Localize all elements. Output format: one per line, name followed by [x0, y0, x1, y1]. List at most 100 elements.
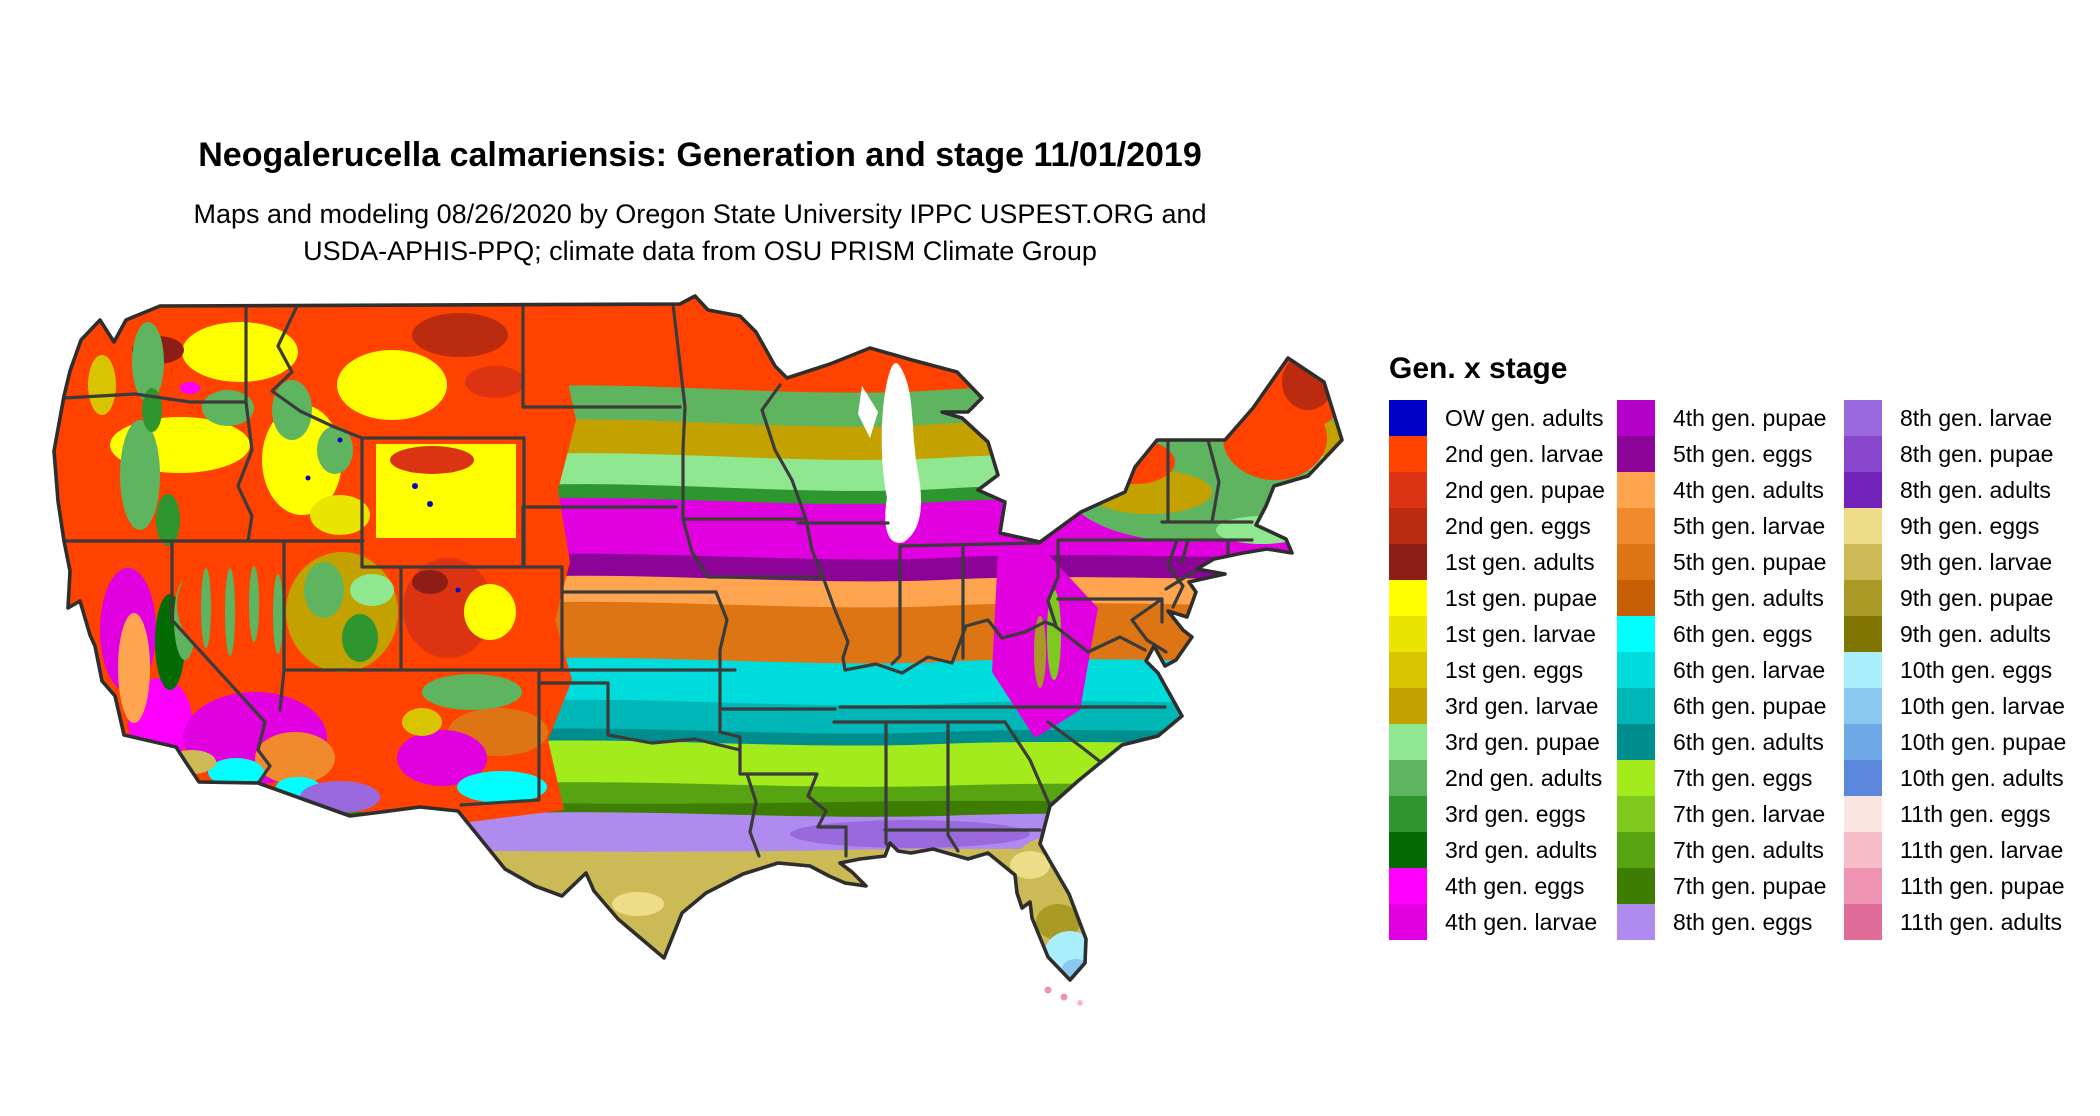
legend-swatch — [1617, 904, 1655, 940]
patch-2nd-adults-nv-range3 — [249, 566, 259, 642]
legend-label: 9th gen. adults — [1900, 620, 2051, 647]
legend-label: 3rd gen. larvae — [1445, 692, 1599, 719]
legend-item: 5th gen. adults — [1617, 580, 1826, 616]
legend-item: 7th gen. pupae — [1617, 868, 1826, 904]
legend-item: 4th gen. eggs — [1389, 868, 1605, 904]
patch-6th-eggs-desert1 — [208, 758, 264, 786]
legend-label: 4th gen. adults — [1673, 476, 1824, 503]
legend-item: 7th gen. larvae — [1617, 796, 1826, 832]
patch-1st-pupae-wa — [182, 322, 298, 382]
patch-2nd-adults-ut — [304, 562, 344, 618]
legend-label: 1st gen. adults — [1445, 548, 1595, 575]
legend-column-3: 8th gen. larvae 8th gen. pupae 8th gen. … — [1844, 400, 2066, 940]
legend-label: 10th gen. pupae — [1900, 728, 2067, 755]
page-title: Neogalerucella calmariensis: Generation … — [198, 136, 1202, 174]
legend-item: 1st gen. eggs — [1389, 652, 1605, 688]
legend-item: 10th gen. eggs — [1844, 652, 2066, 688]
patch-5th-larvae-desert — [255, 732, 335, 784]
legend-label: 7th gen. eggs — [1673, 764, 1813, 791]
patch-3rd-pupae-ut — [350, 574, 394, 606]
legend-swatch — [1844, 544, 1882, 580]
patch-8th-larvae-gulf — [790, 820, 1030, 848]
patch-4th-eggs-wa — [180, 382, 200, 394]
patch-2nd-adults-nv-range1 — [201, 568, 211, 648]
legend-label: 10th gen. larvae — [1900, 692, 2065, 719]
legend-swatch — [1844, 508, 1882, 544]
legend-item: 7th gen. eggs — [1617, 760, 1826, 796]
legend-item: 10th gen. adults — [1844, 760, 2066, 796]
legend-label: 3rd gen. pupae — [1445, 728, 1600, 755]
legend-column-1: OW gen. adults 2nd gen. larvae 2nd gen. … — [1389, 400, 1605, 940]
legend-item: 3rd gen. adults — [1389, 832, 1605, 868]
legend-swatch — [1389, 760, 1427, 796]
legend-label: 4th gen. eggs — [1445, 872, 1585, 899]
legend-item: 9th gen. pupae — [1844, 580, 2066, 616]
subtitle-line-2: USDA-APHIS-PPQ; climate data from OSU PR… — [303, 236, 1097, 266]
patch-1st-pupae-co — [464, 584, 516, 640]
legend-label: 9th gen. larvae — [1900, 548, 2053, 575]
legend-swatch — [1844, 472, 1882, 508]
legend-swatch — [1389, 436, 1427, 472]
legend-swatch — [1617, 436, 1655, 472]
legend-swatch — [1617, 400, 1655, 436]
patch-2nd-adults-nv-range2 — [225, 568, 235, 656]
legend-item: 9th gen. larvae — [1844, 544, 2066, 580]
us-generation-stage-map — [40, 290, 1360, 1016]
patch-2nd-adults-cascades — [132, 322, 164, 402]
patch-9th-eggs-florida — [1010, 851, 1050, 879]
legend-item: 11th gen. larvae — [1844, 832, 2066, 868]
patch-2nd-adults-or-cascades — [120, 420, 160, 530]
patch-2nd-adults-nm — [422, 674, 522, 710]
legend-column-2: 4th gen. pupae 5th gen. eggs 4th gen. ad… — [1617, 400, 1826, 940]
legend-swatch — [1844, 652, 1882, 688]
legend-label: 6th gen. larvae — [1673, 656, 1826, 683]
legend-swatch — [1389, 508, 1427, 544]
legend-item: 10th gen. pupae — [1844, 724, 2066, 760]
legend-item: 8th gen. eggs — [1617, 904, 1826, 940]
legend-item: 5th gen. larvae — [1617, 508, 1826, 544]
legend-swatch — [1389, 544, 1427, 580]
legend-label: 6th gen. adults — [1673, 728, 1824, 755]
legend-columns: OW gen. adults 2nd gen. larvae 2nd gen. … — [1389, 400, 2069, 945]
legend-label: 6th gen. eggs — [1673, 620, 1813, 647]
legend-label: 3rd gen. adults — [1445, 836, 1598, 863]
map-fill-layers — [54, 296, 1342, 980]
legend-swatch — [1389, 472, 1427, 508]
us-outline — [52, 294, 1344, 982]
legend-label: 2nd gen. eggs — [1445, 512, 1591, 539]
legend-item: 1st gen. larvae — [1389, 616, 1605, 652]
legend-item: 11th gen. eggs — [1844, 796, 2066, 832]
legend-label: 3rd gen. eggs — [1445, 800, 1586, 827]
patch-ow-adults-dot1 — [412, 483, 418, 489]
patch-2nd-eggs-mt — [412, 313, 508, 357]
legend-swatch — [1389, 832, 1427, 868]
legend-item: 6th gen. adults — [1617, 724, 1826, 760]
legend-swatch — [1617, 688, 1655, 724]
legend-item: 11th gen. pupae — [1844, 868, 2066, 904]
patch-1st-eggs-coast — [88, 355, 116, 415]
patch-ow-adults-dot5 — [455, 587, 461, 593]
legend-swatch — [1617, 616, 1655, 652]
legend-swatch — [1617, 760, 1655, 796]
legend-label: 7th gen. adults — [1673, 836, 1824, 863]
green-bay — [858, 386, 878, 438]
legend-label: 1st gen. larvae — [1445, 620, 1596, 647]
patch-1st-pupae-mt — [337, 350, 447, 420]
legend-item: 8th gen. larvae — [1844, 400, 2066, 436]
legend-item: 3rd gen. pupae — [1389, 724, 1605, 760]
state-borders — [62, 302, 1254, 858]
us-map-svg — [52, 294, 1344, 1006]
legend-swatch — [1617, 472, 1655, 508]
legend-swatch — [1389, 652, 1427, 688]
legend-item: 4th gen. larvae — [1389, 904, 1605, 940]
legend-swatch — [1844, 832, 1882, 868]
legend-title: Gen. x stage — [1389, 352, 1568, 385]
legend-label: 9th gen. pupae — [1900, 584, 2054, 611]
legend-swatch — [1617, 544, 1655, 580]
legend-swatch — [1389, 796, 1427, 832]
legend-swatch — [1844, 400, 1882, 436]
legend-swatch — [1844, 616, 1882, 652]
legend-item: 2nd gen. pupae — [1389, 472, 1605, 508]
legend-label: 6th gen. pupae — [1673, 692, 1827, 719]
